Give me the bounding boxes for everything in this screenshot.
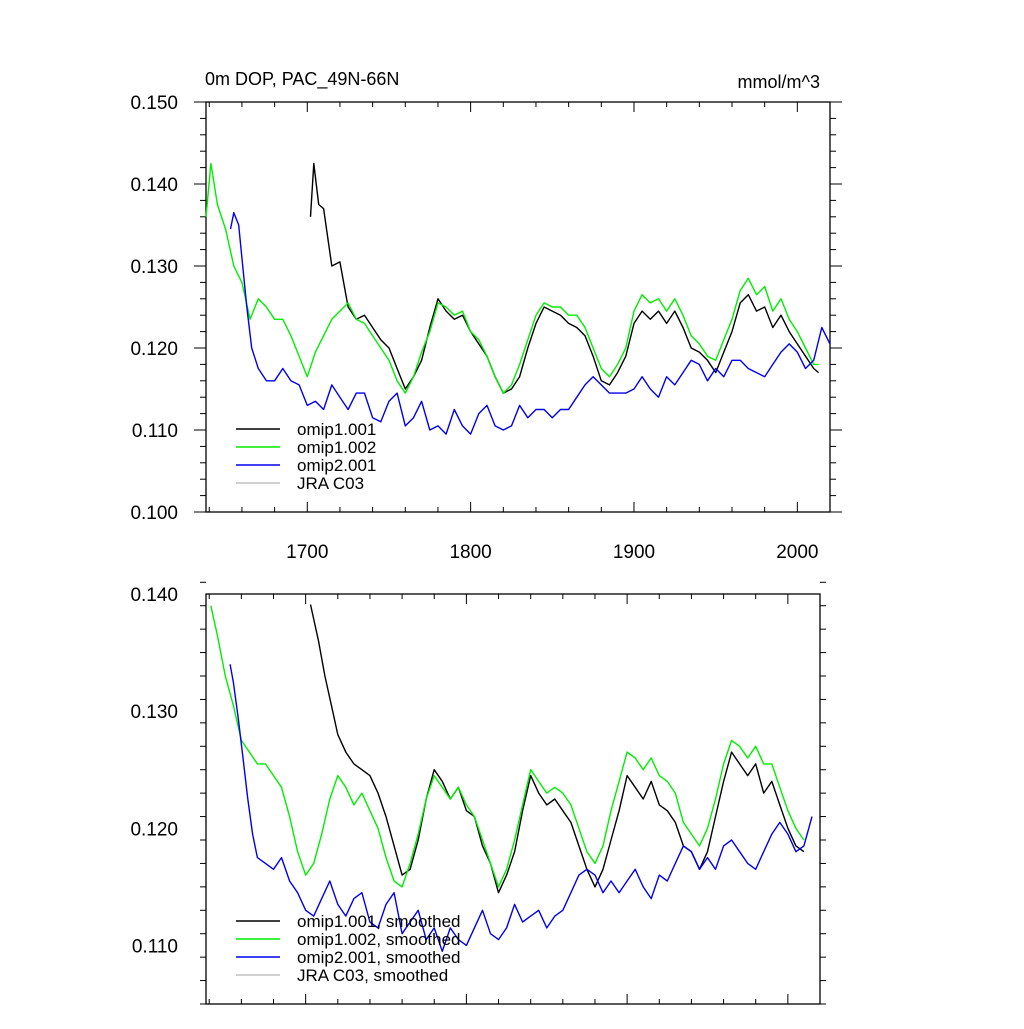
series-line-2 (210, 605, 805, 888)
plot-frame (205, 101, 831, 513)
legend-label: omip2.001, smoothed (297, 948, 461, 967)
y-tick-label: 0.140 (130, 585, 178, 606)
y-tick-label: 0.110 (132, 936, 178, 957)
series-line-3 (229, 664, 813, 952)
y-tick-label: 0.150 (130, 93, 178, 114)
series-line-1 (309, 604, 805, 894)
legend-label: omip2.001 (297, 456, 376, 475)
x-tick-label: 2000 (776, 542, 818, 563)
legend-label: omip1.002 (297, 438, 376, 457)
series-line-3 (229, 212, 831, 435)
legend-label: JRA C03, smoothed (297, 966, 448, 985)
legend-label: omip1.001 (297, 420, 376, 439)
series-line-2 (205, 162, 819, 394)
y-tick-label: 0.130 (130, 257, 178, 278)
series-line-1 (309, 162, 820, 394)
chart-title: 0m DOP, PAC_49N-66N (205, 69, 399, 90)
y-tick-label: 0.110 (132, 421, 178, 442)
x-tick-label: 1800 (449, 542, 491, 563)
top-panel: 0m DOP, PAC_49N-66N mmol/m^3 1700 1800 190… (130, 69, 842, 563)
legend-label: omip1.001, smoothed (297, 912, 461, 931)
legend-label: JRA C03 (297, 474, 364, 493)
plot-frame (205, 593, 821, 1005)
units-label: mmol/m^3 (738, 72, 820, 92)
y-tick-label: 0.140 (130, 175, 178, 196)
y-tick-label: 0.100 (130, 503, 178, 524)
x-tick-label: 1900 (613, 542, 655, 563)
y-tick-label: 0.130 (130, 702, 178, 723)
y-tick-label: 0.120 (130, 339, 178, 360)
x-tick-label: 1700 (286, 542, 328, 563)
legend-label: omip1.002, smoothed (297, 930, 461, 949)
y-tick-label: 0.120 (130, 819, 178, 840)
